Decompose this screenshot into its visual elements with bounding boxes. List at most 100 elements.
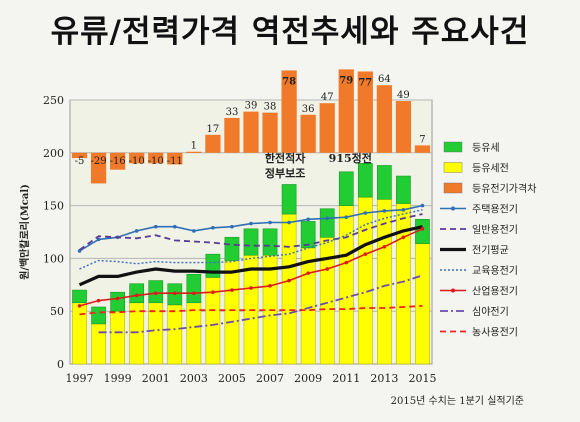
series-point (382, 209, 387, 213)
series-point (96, 298, 101, 303)
legend-label: 주택용전기 (472, 204, 518, 216)
bar-kerosene-pretax (186, 302, 202, 365)
bar-kerosene-pretax (91, 323, 106, 365)
legend-label: 등유전기가격차 (472, 182, 536, 195)
bar-kerosene-tax (91, 306, 106, 325)
legend-label: 산업용전기 (472, 285, 518, 298)
bar-price-gap (300, 114, 316, 153)
bar-kerosene-tax (186, 273, 202, 304)
x-tick-label: 2009 (294, 372, 322, 385)
series-point (268, 220, 272, 225)
bar-kerosene-pretax (357, 196, 373, 365)
price-gap-label: 7 (419, 134, 425, 145)
series-point (382, 244, 387, 249)
bar-kerosene-tax (396, 175, 411, 204)
bar-kerosene-tax (262, 228, 278, 256)
bar-price-gap (90, 152, 107, 184)
legend-label: 심야전기 (472, 306, 509, 318)
series-line (98, 274, 423, 334)
bar-kerosene-tax (357, 163, 373, 198)
y-tick-label: 50 (50, 305, 64, 318)
series-point (344, 260, 349, 265)
bar-price-gap (205, 134, 221, 153)
bar-price-gap (281, 70, 297, 153)
price-gap-label: -10 (129, 156, 145, 167)
bar-kerosene-pretax (338, 205, 354, 365)
series-point (325, 216, 330, 221)
series-point (268, 284, 272, 288)
price-gap-label: 36 (302, 104, 315, 115)
bar-kerosene-tax (377, 165, 392, 200)
bar-kerosene-pretax (72, 302, 87, 365)
series-point (96, 237, 101, 242)
slide-title: 유류/전력가격 역전추세와 주요사건 (50, 14, 530, 50)
series-point (192, 291, 196, 296)
y-axis-label: 원/백만칼로리(Mcal) (18, 184, 31, 280)
price-gap-label: 64 (378, 74, 391, 85)
series-point (249, 221, 253, 226)
y-tick-label: 100 (43, 252, 64, 265)
bar-kerosene-pretax (110, 310, 125, 365)
bar-kerosene-tax (224, 236, 240, 261)
bar-price-gap (338, 69, 354, 153)
bar-kerosene-tax (129, 283, 145, 304)
price-gap-label: 77 (358, 77, 372, 88)
series-point (249, 286, 253, 290)
bar-kerosene-tax (72, 289, 87, 304)
x-tick-label: 2007 (256, 372, 284, 385)
series-line (78, 213, 423, 251)
event-annotation: 한전적자 (265, 151, 306, 165)
series-point (172, 224, 177, 229)
legend-marker (451, 288, 455, 293)
bar-kerosene-pretax (224, 260, 240, 365)
price-gap-label: 39 (245, 101, 258, 112)
price-gap-label: 79 (339, 75, 353, 86)
price-gap-label: -5 (75, 156, 85, 167)
bar-kerosene-tax (205, 253, 221, 278)
price-gap-label: 33 (226, 107, 239, 118)
bar-price-gap (129, 152, 145, 164)
series-point (420, 227, 425, 231)
y-tick-label: 150 (43, 200, 64, 213)
legend-label: 농사용전기 (472, 327, 518, 339)
bar-price-gap (357, 71, 373, 153)
legend-swatch (443, 182, 463, 194)
series-point (401, 208, 406, 212)
series-point (401, 235, 406, 240)
bar-kerosene-pretax (415, 243, 430, 365)
legend-label: 일반용전기 (472, 224, 518, 236)
series-point (420, 203, 425, 208)
series-point (287, 220, 291, 225)
series-point (230, 224, 234, 229)
bar-kerosene-tax (319, 208, 335, 238)
price-gap-label: 17 (207, 124, 220, 135)
series-point (134, 293, 139, 298)
series-point (363, 211, 368, 215)
event-annotation: 915정전 (329, 151, 372, 165)
series-point (287, 278, 291, 283)
x-tick-label: 2013 (370, 372, 398, 385)
bar-kerosene-tax (110, 291, 125, 312)
bar-price-gap (167, 152, 183, 165)
legend-swatch (443, 162, 463, 173)
bar-price-gap (186, 151, 202, 153)
price-gap-label: 78 (282, 76, 296, 87)
bar-price-gap (148, 152, 164, 164)
series-point (344, 215, 349, 220)
y-tick-label: 0 (57, 358, 64, 371)
bar-price-gap (319, 103, 335, 153)
price-gap-label: -29 (91, 156, 107, 167)
series-point (153, 224, 158, 229)
series-point (363, 252, 368, 256)
series-point (325, 267, 330, 271)
bar-kerosene-pretax (396, 203, 411, 365)
series-point (306, 217, 310, 222)
bar-price-gap (376, 85, 392, 153)
bar-kerosene-tax (281, 184, 297, 215)
price-gap-label: 47 (321, 92, 334, 103)
price-gap-label: 49 (397, 90, 410, 101)
event-annotation: 정부보조 (265, 166, 305, 180)
legend-label: 등유세 (472, 142, 500, 154)
